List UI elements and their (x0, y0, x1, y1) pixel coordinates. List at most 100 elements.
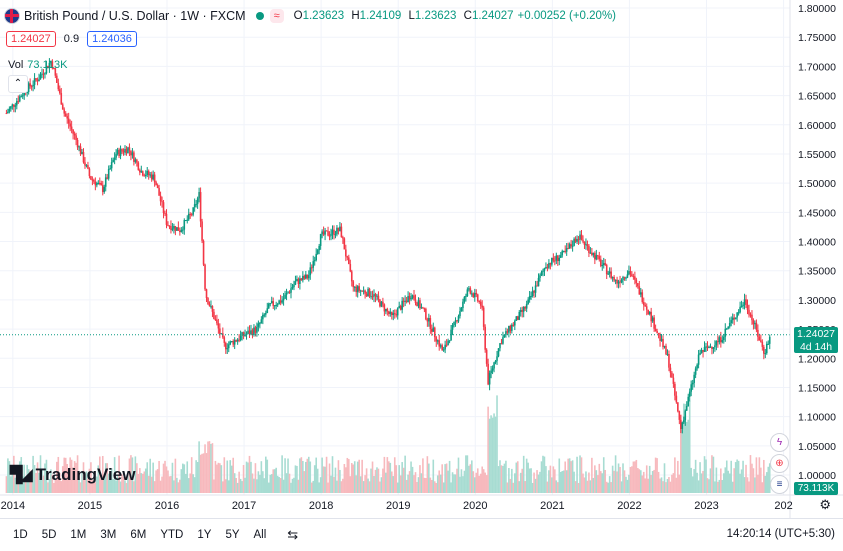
candle-body (564, 250, 567, 252)
volume-bar (110, 468, 113, 493)
candle-body (296, 278, 298, 282)
volume-bar (671, 474, 673, 493)
candle-body (731, 317, 734, 321)
flag-icon[interactable]: ≡ (770, 475, 789, 494)
buy-button[interactable]: 1.24036 (87, 31, 137, 47)
range-ytd-button[interactable]: YTD (160, 529, 184, 541)
candle-body (748, 309, 750, 315)
candle-body (299, 278, 301, 284)
volume-bar (511, 468, 513, 493)
candle-body (694, 368, 697, 375)
y-tick-label: 1.55000 (798, 149, 836, 161)
volume-bar (431, 479, 433, 493)
candle-body (473, 292, 476, 298)
volume-bar (473, 477, 476, 493)
volume-bar (401, 462, 403, 493)
candle-body (721, 340, 724, 343)
volume-bar (585, 471, 587, 493)
range-1y-button[interactable]: 1Y (197, 529, 212, 541)
candle-body (428, 318, 430, 322)
candle-body (481, 305, 484, 308)
volume-bar (651, 471, 654, 493)
volume-bar (448, 460, 451, 493)
candle-body (401, 300, 403, 310)
range-5y-button[interactable]: 5Y (225, 529, 240, 541)
volume-bar (426, 456, 429, 493)
candle-body (39, 74, 42, 80)
volume-bar (267, 482, 270, 493)
candle-body (60, 93, 63, 105)
volume-bar (638, 469, 641, 493)
candle-body (170, 226, 172, 230)
candle-body (93, 179, 95, 182)
volume-bar (101, 455, 104, 493)
volume-bar (705, 459, 707, 493)
bid-ask-panel: 1.24027 0.9 1.24036 (6, 31, 137, 47)
candle-body (227, 344, 230, 349)
volume-bar (525, 458, 528, 493)
candle-body (739, 306, 741, 313)
range-5d-button[interactable]: 5D (41, 529, 57, 541)
range-1d-button[interactable]: 1D (13, 529, 28, 541)
candle-body (419, 300, 421, 309)
volume-bar (598, 463, 601, 493)
candle-body (768, 336, 771, 344)
candle-body (251, 330, 254, 335)
candle-body (408, 296, 411, 300)
candle-body (690, 384, 692, 392)
settings-icon[interactable]: ⚙ (819, 497, 831, 512)
candle-body (516, 316, 519, 320)
candle-body (623, 276, 626, 279)
candle-body (305, 274, 307, 279)
volume-bar (680, 414, 682, 493)
volume-bar (674, 457, 676, 493)
symbol-title[interactable]: British Pound / U.S. Dollar · 1W · FXCM (24, 9, 246, 23)
range-3m-button[interactable]: 3M (100, 529, 117, 541)
volume-bar (657, 471, 660, 493)
candle-body (549, 263, 552, 265)
sell-button[interactable]: 1.24027 (6, 31, 56, 47)
calendar-icon[interactable]: ⊕ (770, 454, 789, 473)
volume-bar (764, 475, 767, 493)
candle-body (605, 264, 608, 275)
volume-legend[interactable]: Vol 73.113K (8, 59, 68, 71)
volume-bar (543, 456, 546, 493)
candle-body (454, 320, 457, 322)
candle-body (425, 308, 427, 320)
flash-icon[interactable]: ϟ (770, 433, 789, 452)
range-all-button[interactable]: All (253, 529, 267, 541)
volume-bar (447, 470, 449, 493)
candle-body (594, 253, 596, 260)
date-range-icon[interactable]: ⇆ (287, 527, 299, 542)
volume-bar (113, 457, 116, 493)
compare-icon[interactable]: ≈ (269, 9, 284, 23)
volume-bar (454, 474, 457, 493)
range-6m-button[interactable]: 6M (130, 529, 147, 541)
volume-bar (15, 475, 18, 493)
volume-bar (159, 480, 162, 493)
candle-body (383, 304, 386, 312)
candle-body (604, 263, 607, 265)
volume-bar (524, 481, 526, 493)
candle-body (356, 286, 359, 293)
candle-body (755, 322, 758, 330)
candle-body (491, 368, 494, 371)
clock-timezone[interactable]: 14:20:14 (UTC+5:30) (726, 528, 835, 540)
candle-body (310, 267, 313, 269)
volume-bar (226, 460, 229, 493)
ohlc-values: O1.23623 H1.24109 L1.23623 C1.24027 (293, 10, 514, 22)
volume-bar (385, 472, 387, 493)
range-1m-button[interactable]: 1M (70, 529, 87, 541)
volume-bar (496, 395, 498, 493)
candle-body (536, 285, 538, 287)
collapse-legend-button[interactable]: ⌃ (8, 75, 28, 93)
x-tick-label: 2016 (155, 500, 179, 512)
volume-bar (127, 474, 129, 493)
candle-body (20, 96, 23, 98)
volume-bar (408, 471, 411, 493)
candle-body (582, 239, 584, 242)
candle-body (207, 298, 209, 305)
bottom-toolbar: 1D 5D 1M 3M 6M YTD 1Y 5Y All ⇆ 14:20:14 … (0, 518, 843, 551)
candle-body (764, 353, 767, 355)
